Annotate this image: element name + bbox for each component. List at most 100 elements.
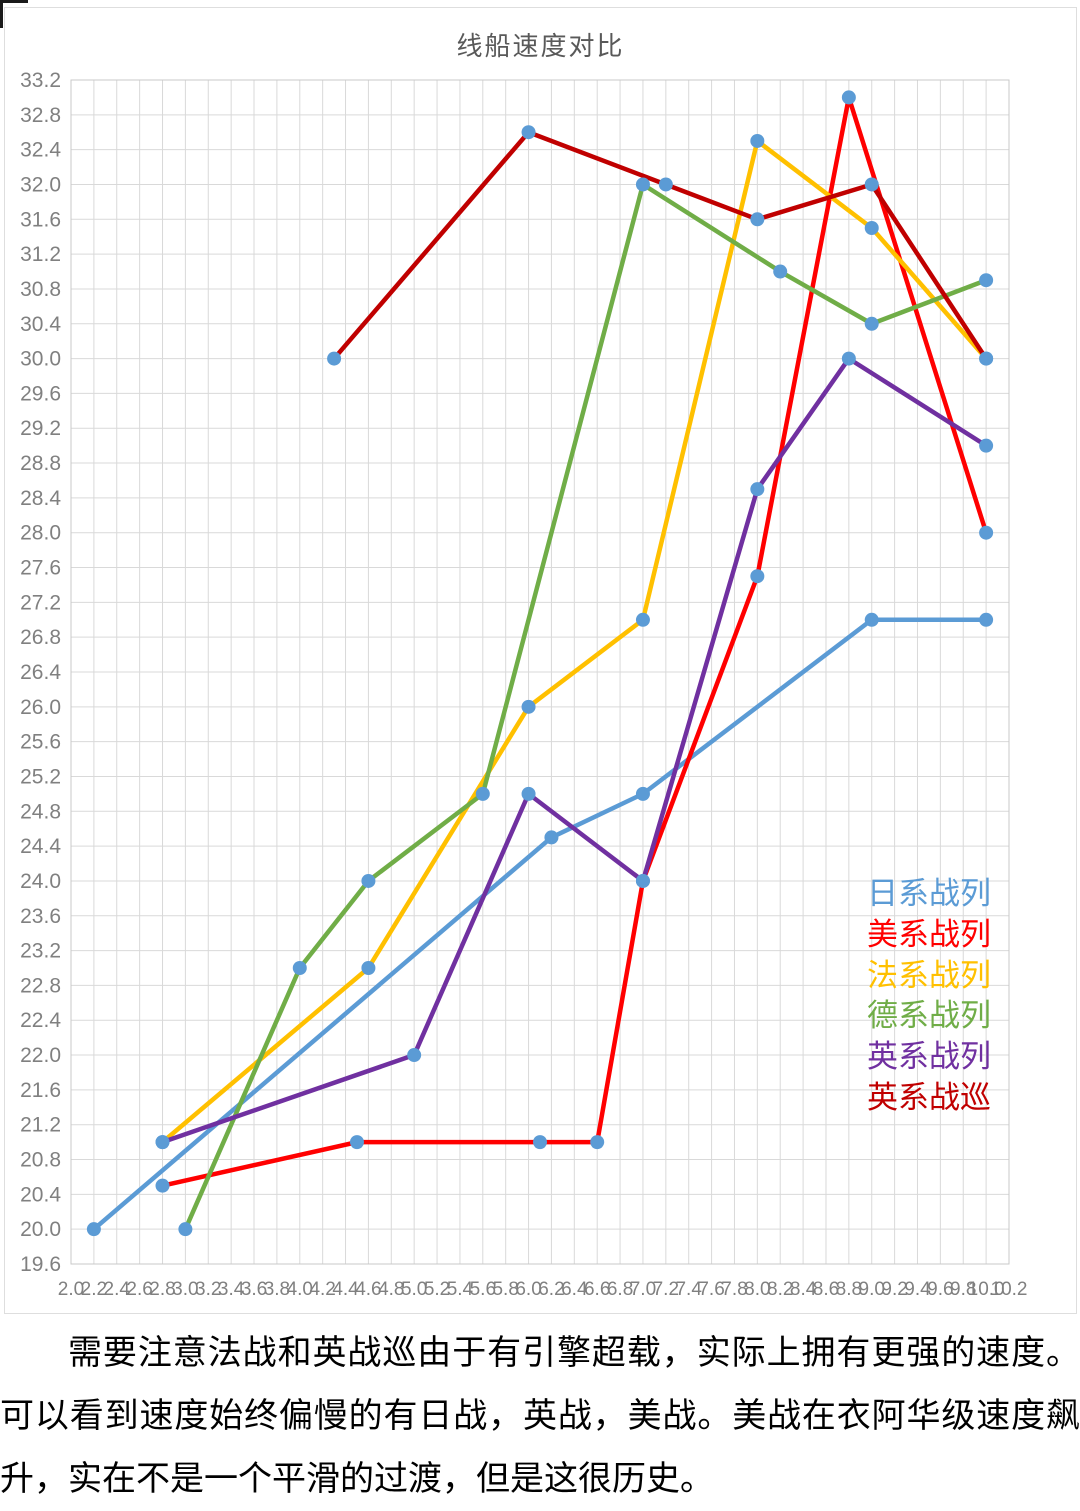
y-axis-tick-label: 31.2 bbox=[20, 243, 61, 266]
x-axis-tick-label: 3.2 bbox=[195, 1279, 221, 1300]
x-axis-tick-label: 9.8 bbox=[950, 1279, 976, 1300]
data-point-marker bbox=[475, 786, 490, 801]
y-axis-tick-label: 25.6 bbox=[20, 731, 61, 754]
y-axis-tick-label: 25.2 bbox=[20, 765, 61, 788]
x-axis-tick-label: 6.0 bbox=[515, 1279, 541, 1300]
x-axis-tick-label: 8.0 bbox=[744, 1279, 770, 1300]
data-point-marker bbox=[635, 177, 650, 192]
x-axis-tick-label: 5.0 bbox=[401, 1279, 427, 1300]
data-point-marker bbox=[750, 569, 765, 584]
x-axis-tick-label: 3.8 bbox=[264, 1279, 290, 1300]
x-axis-tick-label: 7.0 bbox=[630, 1279, 656, 1300]
y-axis-tick-label: 20.8 bbox=[20, 1149, 61, 1172]
y-axis-tick-label: 29.2 bbox=[20, 417, 61, 440]
data-point-marker bbox=[544, 830, 559, 845]
data-point-marker bbox=[750, 212, 765, 227]
y-axis-tick-label: 22.4 bbox=[20, 1009, 61, 1032]
data-point-marker bbox=[635, 612, 650, 627]
x-axis-tick-label: 7.4 bbox=[675, 1279, 702, 1300]
data-point-marker bbox=[521, 786, 536, 801]
legend-item-usa-battleship: 美系战列 bbox=[867, 916, 991, 952]
x-axis-tick-label: 4.8 bbox=[378, 1279, 404, 1300]
x-axis-tick-label: 2.8 bbox=[149, 1279, 175, 1300]
x-axis-tick-label: 4.2 bbox=[309, 1279, 335, 1300]
y-axis-tick-label: 22.0 bbox=[20, 1044, 61, 1067]
data-point-marker bbox=[658, 177, 673, 192]
y-axis-tick-label: 32.8 bbox=[20, 104, 61, 127]
x-axis-tick-label: 7.2 bbox=[653, 1279, 679, 1300]
series-line-英系战巡 bbox=[331, 129, 989, 361]
chart-legend: 日系战列 美系战列 法系战列 德系战列 英系战列 英系战巡 bbox=[867, 874, 1007, 1119]
caption-paragraph: 需要注意法战和英战巡由于有引擎超载，实际上拥有更强的速度。可以看到速度始终偏慢的… bbox=[0, 1335, 1080, 1498]
corner-mark-vertical bbox=[0, 0, 3, 28]
data-point-marker bbox=[979, 612, 994, 627]
y-axis-tick-label: 27.6 bbox=[20, 557, 61, 580]
data-point-marker bbox=[86, 1222, 101, 1237]
x-axis-tick-label: 8.8 bbox=[836, 1279, 862, 1300]
x-axis-tick-label: 4.0 bbox=[287, 1279, 313, 1300]
data-point-marker bbox=[750, 133, 765, 148]
x-axis-tick-label: 3.4 bbox=[218, 1279, 245, 1300]
x-axis-tick-label: 7.6 bbox=[698, 1279, 724, 1300]
x-axis-tick-label: 2.6 bbox=[126, 1279, 152, 1300]
x-axis-tick-label: 8.2 bbox=[767, 1279, 793, 1300]
data-point-marker bbox=[864, 221, 879, 235]
y-axis-tick-label: 24.4 bbox=[20, 835, 61, 858]
x-axis-tick-label: 4.4 bbox=[332, 1279, 359, 1300]
data-point-marker bbox=[155, 1135, 170, 1150]
x-axis-tick-label: 2.0 bbox=[58, 1279, 84, 1300]
y-axis-tick-label: 30.4 bbox=[20, 313, 61, 336]
data-point-marker bbox=[635, 786, 650, 801]
data-point-marker bbox=[750, 482, 765, 497]
data-point-marker bbox=[349, 1135, 364, 1150]
x-axis-tick-label: 10.2 bbox=[991, 1279, 1028, 1300]
corner-mark-horizontal bbox=[0, 0, 28, 3]
data-point-marker bbox=[521, 125, 536, 140]
data-point-marker bbox=[533, 1135, 547, 1150]
x-axis-tick-label: 2.2 bbox=[81, 1279, 107, 1300]
y-axis-tick-label: 24.0 bbox=[20, 870, 61, 893]
x-axis-tick-label: 6.2 bbox=[538, 1279, 564, 1300]
x-axis-tick-label: 8.4 bbox=[790, 1279, 817, 1300]
data-point-marker bbox=[361, 873, 376, 888]
data-point-marker bbox=[979, 438, 994, 453]
y-axis-tick-label: 19.6 bbox=[20, 1253, 61, 1276]
data-point-marker bbox=[327, 351, 342, 366]
data-point-marker bbox=[864, 177, 879, 192]
data-point-marker bbox=[407, 1048, 422, 1063]
y-axis-tick-label: 21.2 bbox=[20, 1114, 61, 1137]
y-axis-tick-label: 28.0 bbox=[20, 522, 61, 545]
x-axis-tick-label: 6.8 bbox=[607, 1279, 633, 1300]
ship-speed-chart: 19.6 20.0 20.4 20.8 21.2 21.6 22.0 22.4 22.8 23.2… bbox=[4, 7, 1077, 1314]
data-point-marker bbox=[979, 525, 994, 540]
y-axis-tick-label: 32.0 bbox=[20, 173, 61, 196]
y-axis-tick-label: 32.4 bbox=[20, 139, 61, 162]
y-axis-tick-label: 30.8 bbox=[20, 278, 61, 301]
y-axis-tick-label: 22.8 bbox=[20, 974, 61, 997]
data-point-marker bbox=[841, 351, 856, 366]
x-axis-tick-label: 9.6 bbox=[927, 1279, 953, 1300]
y-axis-tick-label: 20.4 bbox=[20, 1183, 61, 1206]
data-point-marker bbox=[979, 351, 994, 366]
data-point-marker bbox=[841, 90, 856, 105]
y-axis-tick-label: 27.2 bbox=[20, 591, 61, 614]
data-point-marker bbox=[361, 961, 376, 975]
y-axis-tick-label: 21.6 bbox=[20, 1079, 61, 1102]
x-axis-tick-label: 8.6 bbox=[813, 1279, 839, 1300]
y-axis-tick-label: 28.8 bbox=[20, 452, 61, 475]
x-axis-tick-label: 9.2 bbox=[881, 1279, 907, 1300]
x-axis-tick-label: 6.4 bbox=[561, 1279, 588, 1300]
data-point-marker bbox=[521, 699, 536, 714]
y-axis-tick-label: 26.4 bbox=[20, 661, 61, 684]
plot-border bbox=[70, 79, 1010, 1265]
legend-item-france-battleship: 法系战列 bbox=[867, 957, 991, 993]
x-axis-tick-label: 3.0 bbox=[172, 1279, 198, 1300]
data-point-marker bbox=[590, 1135, 605, 1150]
chart-title: 线船速度对比 bbox=[456, 31, 625, 61]
x-axis-tick-label: 9.0 bbox=[859, 1279, 885, 1300]
y-axis-tick-label: 20.0 bbox=[20, 1218, 61, 1241]
legend-item-uk-battleship: 英系战列 bbox=[867, 1039, 991, 1075]
data-point-marker bbox=[178, 1222, 193, 1237]
y-axis-tick-label: 33.2 bbox=[20, 69, 61, 92]
x-axis-tick-label: 5.2 bbox=[424, 1279, 450, 1300]
